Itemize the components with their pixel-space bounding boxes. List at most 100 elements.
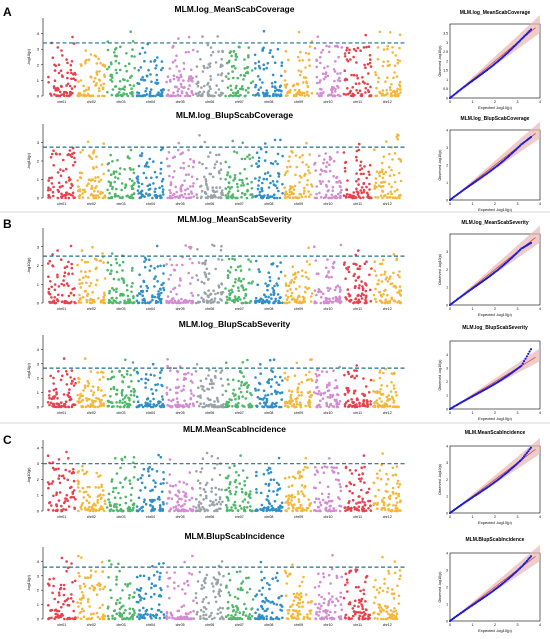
snp-point	[71, 272, 74, 276]
snp-point	[369, 403, 373, 406]
snp-point	[307, 58, 311, 62]
snp-point	[64, 191, 68, 195]
snp-point	[207, 93, 211, 96]
snp-point	[65, 560, 68, 563]
snp-point	[191, 261, 194, 265]
snp-point	[250, 404, 254, 408]
snp-point	[141, 301, 144, 305]
snp-point	[125, 301, 128, 305]
snp-point	[213, 163, 217, 166]
snp-point	[373, 404, 377, 408]
manhattan-plot: MLM.log_BlupScabCoverage0123-log10(p)chr…	[26, 110, 406, 206]
snp-point	[304, 456, 308, 460]
snp-point	[57, 477, 60, 480]
snp-point	[119, 481, 122, 485]
snp-point	[107, 605, 110, 609]
snp-point	[79, 587, 82, 590]
snp-point	[315, 509, 318, 513]
snp-point	[297, 69, 301, 72]
snp-point	[357, 286, 361, 290]
snp-point	[132, 171, 136, 175]
snp-point	[385, 384, 389, 388]
snp-point	[354, 82, 358, 85]
snp-point	[67, 505, 71, 508]
snp-point	[57, 293, 60, 297]
snp-point	[358, 404, 362, 408]
snp-point	[297, 294, 301, 298]
snp-point	[262, 472, 266, 476]
snp-point	[50, 504, 53, 507]
chrom-label: chr03	[116, 515, 125, 519]
snp-point	[163, 616, 166, 619]
snp-point	[96, 501, 99, 504]
snp-point	[132, 506, 135, 510]
qq-x-tick-label: 3	[517, 202, 519, 206]
snp-point	[383, 506, 386, 510]
snp-point	[99, 190, 103, 194]
snp-point	[173, 170, 176, 173]
snp-point	[204, 483, 208, 487]
snp-point	[245, 390, 249, 394]
snp-point	[219, 196, 222, 199]
snp-point	[128, 403, 132, 407]
snp-point	[277, 175, 281, 178]
snp-point	[145, 87, 148, 90]
snp-point	[232, 388, 235, 392]
snp-point	[329, 499, 333, 503]
snp-point	[367, 90, 371, 93]
snp-point	[106, 399, 110, 403]
snp-point	[336, 79, 340, 82]
snp-point	[324, 170, 328, 174]
y-tick-label: 4	[37, 559, 40, 564]
snp-point	[158, 575, 161, 579]
snp-point	[197, 503, 200, 507]
snp-point	[234, 403, 238, 406]
snp-point	[188, 471, 192, 474]
snp-point	[381, 452, 384, 455]
snp-point	[96, 194, 99, 197]
snp-point	[109, 377, 113, 381]
snp-point	[374, 287, 377, 291]
qq-y-tick-label: 0	[446, 511, 448, 515]
snp-point	[199, 185, 202, 188]
snp-point	[207, 277, 210, 281]
snp-point	[158, 294, 161, 297]
snp-point	[131, 607, 135, 611]
snp-point	[284, 171, 288, 175]
snp-point	[292, 475, 295, 479]
snp-point	[388, 165, 391, 169]
snp-point	[234, 490, 238, 494]
snp-point	[101, 507, 105, 511]
snp-point	[399, 88, 402, 91]
snp-point	[106, 40, 109, 43]
snp-point	[128, 482, 132, 486]
snp-point	[47, 617, 50, 621]
snp-point	[230, 508, 233, 512]
snp-point	[103, 615, 107, 618]
snp-point	[279, 405, 283, 409]
snp-point	[94, 508, 98, 512]
snp-point	[337, 471, 340, 475]
snp-point	[70, 60, 74, 63]
snp-point	[251, 93, 255, 97]
snp-point	[243, 296, 246, 300]
snp-point	[69, 376, 72, 379]
y-tick-label: 2	[37, 376, 40, 381]
snp-point	[96, 498, 99, 502]
qq-x-tick-label: 0	[449, 307, 451, 311]
snp-point	[120, 614, 124, 618]
snp-point	[112, 277, 116, 281]
snp-point	[286, 378, 289, 382]
snp-point	[240, 371, 243, 375]
snp-point	[144, 89, 147, 93]
snp-point	[296, 490, 300, 493]
snp-point	[119, 68, 122, 72]
snp-point	[97, 89, 101, 93]
snp-point	[135, 395, 139, 399]
snp-point	[110, 478, 114, 481]
snp-point	[359, 164, 362, 167]
snp-point	[203, 84, 206, 88]
snp-point	[385, 395, 389, 399]
snp-point	[228, 296, 231, 300]
snp-point	[124, 358, 127, 362]
